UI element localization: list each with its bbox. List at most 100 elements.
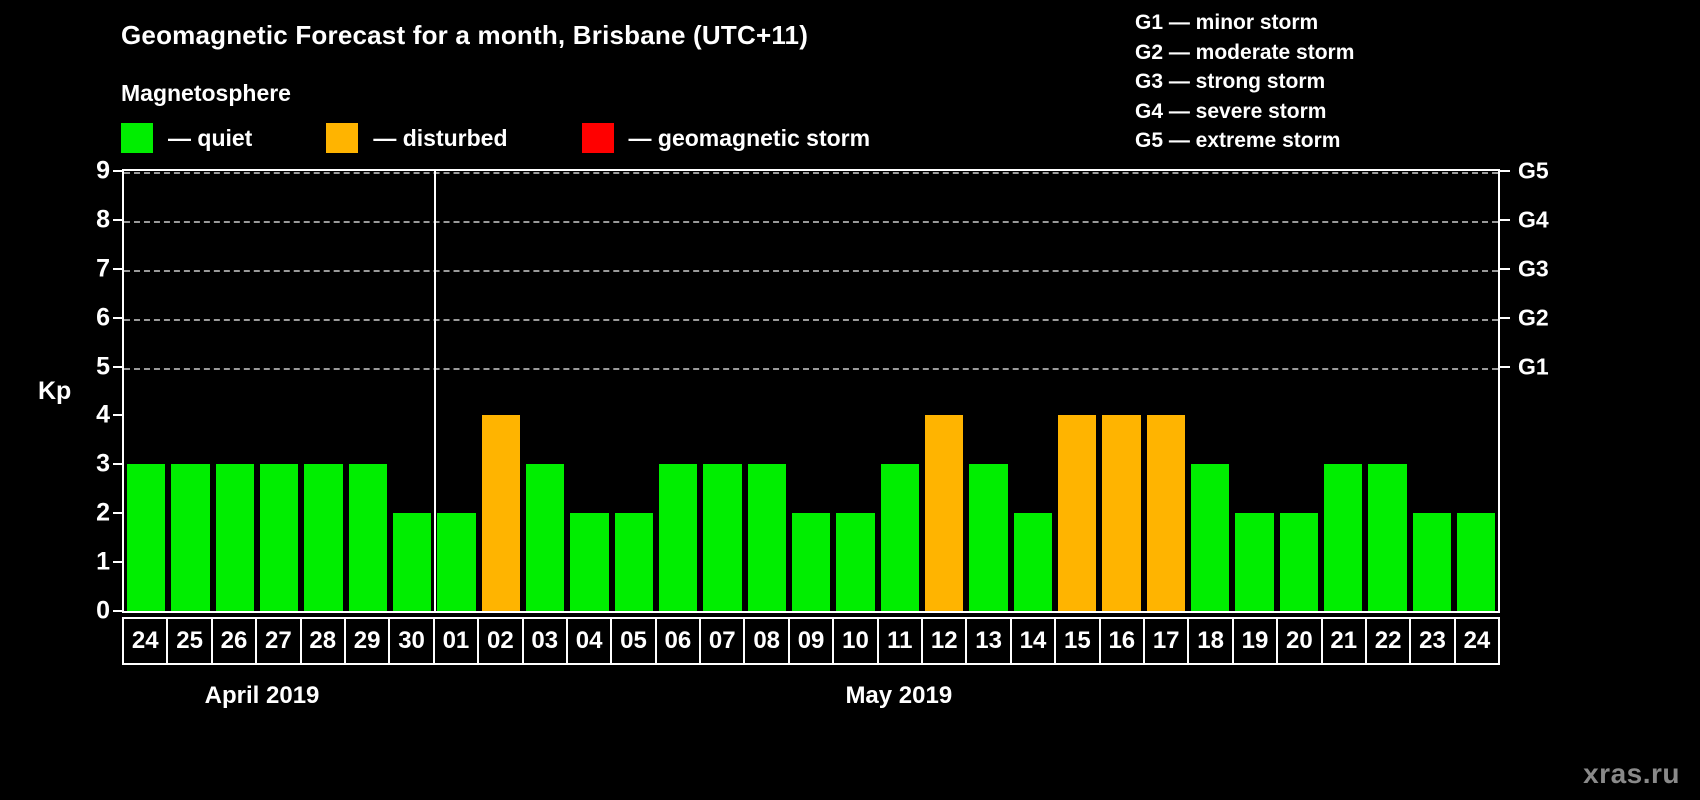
day-label-03-may[interactable]: 03 [521, 617, 568, 665]
day-label-05-may[interactable]: 05 [610, 617, 657, 665]
day-label-16-may[interactable]: 16 [1098, 617, 1145, 665]
y-tick-mark-7 [113, 267, 122, 270]
bar-cell[interactable] [966, 171, 1010, 611]
day-label-25-april[interactable]: 25 [166, 617, 213, 665]
bar-cell[interactable] [922, 171, 966, 611]
day-label-20-may[interactable]: 20 [1276, 617, 1323, 665]
bar-cell[interactable] [1321, 171, 1365, 611]
bar-06-kp3[interactable] [658, 464, 698, 611]
bar-cell[interactable] [700, 171, 744, 611]
bar-11-kp3[interactable] [880, 464, 919, 611]
bar-cell[interactable] [1011, 171, 1055, 611]
bar-cell[interactable] [1454, 171, 1498, 611]
bar-cell[interactable] [567, 171, 611, 611]
day-label-09-may[interactable]: 09 [787, 617, 835, 665]
day-label-14-may[interactable]: 14 [1009, 617, 1057, 665]
bar-22-kp3[interactable] [1368, 464, 1407, 611]
day-label-02-may[interactable]: 02 [477, 617, 524, 665]
bar-28-kp3[interactable] [304, 464, 343, 611]
bar-cell[interactable] [1099, 171, 1143, 611]
day-label-11-may[interactable]: 11 [876, 617, 924, 665]
bar-cell[interactable] [833, 171, 877, 611]
bar-25-kp3[interactable] [171, 464, 210, 611]
bar-cell[interactable] [346, 171, 390, 611]
bar-cell[interactable] [124, 171, 168, 611]
day-label-17-may[interactable]: 17 [1142, 617, 1190, 665]
bar-cell[interactable] [213, 171, 257, 611]
day-label-08-may[interactable]: 08 [743, 617, 790, 665]
day-label-01-may[interactable]: 01 [432, 617, 480, 665]
day-label-27-april[interactable]: 27 [255, 617, 302, 665]
bar-cell[interactable] [434, 171, 478, 611]
bar-05-kp2[interactable] [614, 513, 653, 611]
bar-13-kp3[interactable] [969, 464, 1008, 611]
bar-27-kp3[interactable] [259, 464, 299, 611]
y-tick-mark-1 [113, 561, 122, 564]
day-label-21-may[interactable]: 21 [1320, 617, 1367, 665]
bar-cell[interactable] [1410, 171, 1454, 611]
day-label-28-april[interactable]: 28 [299, 617, 346, 665]
bar-cell[interactable] [745, 171, 789, 611]
day-label-18-may[interactable]: 18 [1187, 617, 1234, 665]
bar-cell[interactable] [612, 171, 656, 611]
bar-10-kp2[interactable] [836, 513, 875, 611]
bar-cell[interactable] [168, 171, 212, 611]
bar-02-kp4[interactable] [481, 415, 520, 611]
bar-cell[interactable] [656, 171, 700, 611]
bar-cell[interactable] [1055, 171, 1099, 611]
legend-item-quiet: — quiet [121, 123, 252, 153]
bar-15-kp4[interactable] [1057, 415, 1097, 611]
day-label-29-april[interactable]: 29 [343, 617, 391, 665]
bar-17-kp4[interactable] [1146, 415, 1185, 611]
day-label-13-may[interactable]: 13 [965, 617, 1012, 665]
bar-cell[interactable] [479, 171, 523, 611]
bar-cell[interactable] [878, 171, 922, 611]
bar-cell[interactable] [301, 171, 345, 611]
bar-04-kp2[interactable] [570, 513, 609, 611]
bar-24-kp3[interactable] [127, 464, 166, 611]
bar-cell[interactable] [789, 171, 833, 611]
bar-29-kp3[interactable] [348, 464, 387, 611]
day-label-15-may[interactable]: 15 [1054, 617, 1101, 665]
bar-24-kp2[interactable] [1456, 513, 1496, 611]
legend-swatch-geomagnetic-storm [581, 123, 614, 153]
day-label-10-may[interactable]: 10 [832, 617, 879, 665]
bar-19-kp2[interactable] [1235, 513, 1274, 611]
day-label-12-may[interactable]: 12 [921, 617, 968, 665]
bar-cell[interactable] [1365, 171, 1409, 611]
day-label-04-may[interactable]: 04 [565, 617, 613, 665]
bar-cell[interactable] [1188, 171, 1232, 611]
bar-07-kp3[interactable] [703, 464, 742, 611]
bar-cell[interactable] [1277, 171, 1321, 611]
day-label-24-april[interactable]: 24 [122, 617, 169, 665]
bar-12-kp4[interactable] [924, 415, 964, 611]
bar-cell[interactable] [523, 171, 567, 611]
bar-cell[interactable] [1232, 171, 1276, 611]
y-tick-mark-6 [113, 316, 122, 319]
day-label-24-may[interactable]: 24 [1453, 617, 1501, 665]
bar-08-kp3[interactable] [747, 464, 786, 611]
legend-label-geomagnetic-storm: — geomagnetic storm [628, 124, 871, 151]
bar-09-kp2[interactable] [791, 513, 831, 611]
day-label-07-may[interactable]: 07 [699, 617, 746, 665]
bar-cell[interactable] [1144, 171, 1188, 611]
bar-23-kp2[interactable] [1412, 513, 1451, 611]
bar-16-kp4[interactable] [1102, 415, 1141, 611]
bar-18-kp3[interactable] [1190, 464, 1230, 611]
day-label-06-may[interactable]: 06 [654, 617, 702, 665]
bar-03-kp3[interactable] [525, 464, 565, 611]
day-label-22-may[interactable]: 22 [1364, 617, 1412, 665]
bar-30-kp2[interactable] [392, 513, 432, 611]
bar-21-kp3[interactable] [1323, 464, 1363, 611]
bar-01-kp2[interactable] [437, 513, 476, 611]
bar-cell[interactable] [390, 171, 434, 611]
bar-20-kp2[interactable] [1279, 513, 1318, 611]
day-label-23-may[interactable]: 23 [1409, 617, 1456, 665]
bar-14-kp2[interactable] [1013, 513, 1052, 611]
day-label-26-april[interactable]: 26 [210, 617, 258, 665]
bar-26-kp3[interactable] [215, 464, 254, 611]
bar-cell[interactable] [257, 171, 301, 611]
day-label-19-may[interactable]: 19 [1231, 617, 1279, 665]
day-label-30-april[interactable]: 30 [388, 617, 435, 665]
